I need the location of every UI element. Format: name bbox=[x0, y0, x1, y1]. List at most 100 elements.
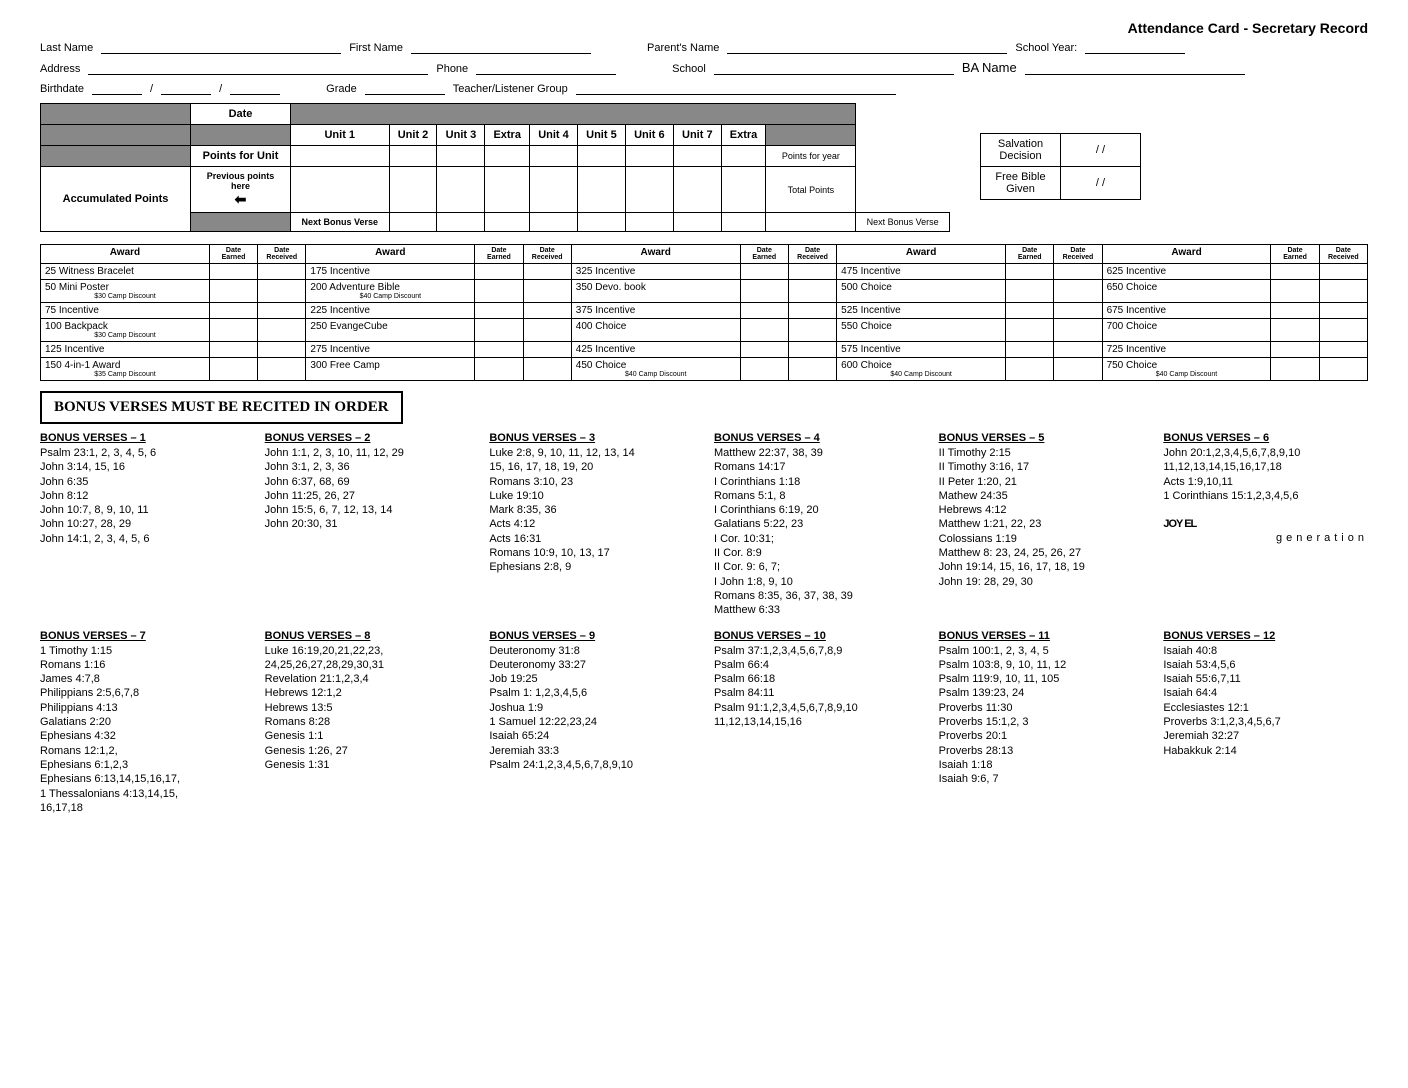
ba-name-field[interactable] bbox=[1025, 61, 1245, 75]
date-earned-cell[interactable] bbox=[209, 342, 257, 358]
date-earned-cell[interactable] bbox=[1271, 264, 1319, 280]
date-received-cell[interactable] bbox=[523, 280, 571, 303]
date-received-cell[interactable] bbox=[523, 264, 571, 280]
date-received-cell[interactable] bbox=[1319, 264, 1367, 280]
date-earned-cell[interactable] bbox=[475, 342, 523, 358]
points-for-year-label: Points for year bbox=[766, 146, 856, 167]
date-received-cell[interactable] bbox=[523, 303, 571, 319]
date-earned-cell[interactable] bbox=[209, 358, 257, 381]
date-earned-cell[interactable] bbox=[1271, 342, 1319, 358]
last-name-field[interactable] bbox=[101, 40, 341, 54]
date-earned-cell[interactable] bbox=[740, 303, 788, 319]
phone-field[interactable] bbox=[476, 61, 616, 75]
date-received-cell[interactable] bbox=[523, 319, 571, 342]
birthdate-m[interactable] bbox=[92, 81, 142, 95]
date-earned-cell[interactable] bbox=[1271, 303, 1319, 319]
date-earned-cell[interactable] bbox=[475, 358, 523, 381]
date-received-cell[interactable] bbox=[1054, 303, 1102, 319]
date-earned-cell[interactable] bbox=[209, 303, 257, 319]
date-earned-cell[interactable] bbox=[1006, 264, 1054, 280]
date-earned-cell[interactable] bbox=[1271, 280, 1319, 303]
address-field[interactable] bbox=[88, 61, 428, 75]
verse-title: BONUS VERSES – 2 bbox=[265, 432, 470, 444]
date-earned-cell[interactable] bbox=[475, 319, 523, 342]
teacher-group-field[interactable] bbox=[576, 81, 896, 95]
birthdate-y[interactable] bbox=[230, 81, 280, 95]
grade-field[interactable] bbox=[365, 81, 445, 95]
parents-name-field[interactable] bbox=[727, 40, 1007, 54]
date-earned-cell[interactable] bbox=[1006, 303, 1054, 319]
date-earned-cell[interactable] bbox=[475, 264, 523, 280]
first-name-field[interactable] bbox=[411, 40, 591, 54]
date-received-cell[interactable] bbox=[1319, 358, 1367, 381]
school-label: School bbox=[672, 63, 706, 75]
date-received-cell[interactable] bbox=[1319, 303, 1367, 319]
date-received-header: DateReceived bbox=[523, 245, 571, 264]
date-received-cell[interactable] bbox=[258, 358, 306, 381]
birthdate-d[interactable] bbox=[161, 81, 211, 95]
date-received-cell[interactable] bbox=[1054, 342, 1102, 358]
date-received-cell[interactable] bbox=[258, 280, 306, 303]
date-earned-cell[interactable] bbox=[209, 264, 257, 280]
date-received-cell[interactable] bbox=[258, 319, 306, 342]
points-for-unit-label: Points for Unit bbox=[191, 146, 291, 167]
date-received-cell[interactable] bbox=[1319, 319, 1367, 342]
verse-line: 15, 16, 17, 18, 19, 20 bbox=[489, 460, 694, 474]
date-received-cell[interactable] bbox=[1054, 319, 1102, 342]
date-received-cell[interactable] bbox=[788, 264, 836, 280]
date-earned-cell[interactable] bbox=[209, 319, 257, 342]
verse-line: Psalm 139:23, 24 bbox=[939, 686, 1144, 700]
date-received-cell[interactable] bbox=[1054, 264, 1102, 280]
date-received-cell[interactable] bbox=[1319, 342, 1367, 358]
school-year-label: School Year: bbox=[1015, 42, 1077, 54]
date-earned-cell[interactable] bbox=[740, 264, 788, 280]
date-received-cell[interactable] bbox=[258, 342, 306, 358]
date-received-cell[interactable] bbox=[788, 280, 836, 303]
date-received-cell[interactable] bbox=[788, 319, 836, 342]
award-cell: 175 Incentive bbox=[306, 264, 475, 280]
date-earned-cell[interactable] bbox=[740, 358, 788, 381]
date-earned-cell[interactable] bbox=[1006, 358, 1054, 381]
verse-line: I Cor. 10:31; bbox=[714, 532, 919, 546]
date-received-cell[interactable] bbox=[258, 303, 306, 319]
verse-line: 11,12,13,14,15,16,17,18 bbox=[1163, 460, 1368, 474]
date-received-cell[interactable] bbox=[523, 358, 571, 381]
date-earned-cell[interactable] bbox=[209, 280, 257, 303]
date-earned-cell[interactable] bbox=[1006, 342, 1054, 358]
verse-line: I Corinthians 6:19, 20 bbox=[714, 503, 919, 517]
salvation-date[interactable]: / / bbox=[1061, 134, 1141, 167]
verse-line: Acts 1:9,10,11 bbox=[1163, 475, 1368, 489]
date-earned-cell[interactable] bbox=[740, 319, 788, 342]
award-cell: 750 Choice$40 Camp Discount bbox=[1102, 358, 1271, 381]
date-earned-cell[interactable] bbox=[475, 280, 523, 303]
date-earned-header: DateEarned bbox=[475, 245, 523, 264]
date-earned-cell[interactable] bbox=[1006, 319, 1054, 342]
date-received-cell[interactable] bbox=[258, 264, 306, 280]
date-received-cell[interactable] bbox=[1054, 280, 1102, 303]
date-earned-header: DateEarned bbox=[1006, 245, 1054, 264]
date-received-cell[interactable] bbox=[1319, 280, 1367, 303]
verse-line: John 14:1, 2, 3, 4, 5, 6 bbox=[40, 532, 245, 546]
verse-group: BONUS VERSES – 6John 20:1,2,3,4,5,6,7,8,… bbox=[1163, 432, 1368, 618]
school-year-field[interactable] bbox=[1085, 40, 1185, 54]
award-cell: 425 Incentive bbox=[571, 342, 740, 358]
date-earned-cell[interactable] bbox=[740, 280, 788, 303]
date-earned-cell[interactable] bbox=[740, 342, 788, 358]
date-received-cell[interactable] bbox=[788, 358, 836, 381]
date-received-cell[interactable] bbox=[788, 342, 836, 358]
date-earned-cell[interactable] bbox=[1271, 319, 1319, 342]
date-earned-cell[interactable] bbox=[1006, 280, 1054, 303]
verse-line: Jeremiah 33:3 bbox=[489, 744, 694, 758]
date-received-cell[interactable] bbox=[523, 342, 571, 358]
school-field[interactable] bbox=[714, 61, 954, 75]
bible-date[interactable]: / / bbox=[1061, 167, 1141, 200]
last-name-label: Last Name bbox=[40, 42, 93, 54]
date-earned-cell[interactable] bbox=[475, 303, 523, 319]
date-earned-cell[interactable] bbox=[1271, 358, 1319, 381]
verse-group: BONUS VERSES – 10Psalm 37:1,2,3,4,5,6,7,… bbox=[714, 630, 919, 816]
date-received-cell[interactable] bbox=[1054, 358, 1102, 381]
date-received-cell[interactable] bbox=[788, 303, 836, 319]
verse-line: Psalm 23:1, 2, 3, 4, 5, 6 bbox=[40, 446, 245, 460]
verse-line: John 10:27, 28, 29 bbox=[40, 517, 245, 531]
date-label: Date bbox=[191, 104, 291, 125]
